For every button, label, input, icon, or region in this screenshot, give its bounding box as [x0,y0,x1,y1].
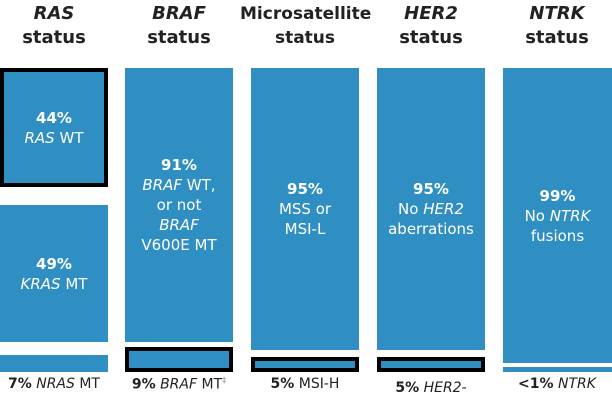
label-pct: <1% [518,376,554,392]
segment-pct: 99% [539,186,576,205]
segment-pct: 95% [413,180,449,198]
header-gene: Microsatellite [240,4,372,24]
segment-text: MSS or [278,200,332,218]
label-gene: NTRK [558,376,596,392]
label-braf-mt: 9% BRAF MT‡ [114,376,244,393]
segment-pct: 44% [36,108,72,127]
segment-braf-wt: 91% BRAF WT, or not BRAF V600E MT [125,68,233,342]
segment-text: or not [156,196,202,214]
label-msi-h: 5% MSI-H [240,376,370,392]
segment-ntrk-fusion [503,367,612,372]
segment-text: No [524,206,550,225]
segment-gene: BRAF [142,176,183,194]
segment-text: No [398,200,424,218]
segment-msi-h [251,357,359,372]
label-text: MT [197,376,223,393]
label-text: MSI-H [294,376,340,392]
header-braf: BRAF status [114,2,244,50]
header-gene: NTRK [529,3,585,24]
footnote-mark: ‡ [222,376,227,385]
label-pct: 5% [270,376,295,392]
header-suffix: status [274,28,336,48]
segment-her2-pos [377,357,485,372]
segment-braf-mt [125,347,233,372]
header-suffix: status [399,27,463,48]
segment-her2-none: 95% No HER2 aberrations [377,68,485,350]
label-pct: 7% [8,376,32,392]
header-msi: Microsatellite status [240,2,372,50]
segment-pct: 91% [161,156,197,174]
segment-text: V600E MT [141,236,217,254]
segment-gene: RAS [24,128,55,147]
label-pct: 5% [395,380,420,396]
segment-gene: KRAS [20,274,61,293]
segment-text: fusions [530,226,585,245]
header-her2: HER2 status [366,2,496,50]
segment-text: WT, [182,176,216,194]
segment-text: MSI-L [284,220,326,238]
segment-text: aberrations [388,220,474,238]
segment-pct: 95% [287,180,323,198]
header-suffix: status [525,27,589,48]
segment-pct: 49% [36,254,72,273]
label-ntrk-fusion: <1% NTRK [492,376,612,392]
label-gene: NRAS [36,376,75,392]
label-her2-pos: 5% HER2- [366,380,496,396]
label-text: MT [74,376,100,392]
label-pct: 9% [131,376,156,393]
segment-ntrk-none: 99% No NTRK fusions [503,68,612,363]
header-suffix: status [22,27,86,48]
header-gene: HER2 [404,3,458,24]
segment-gene: NTRK [549,206,591,225]
label-nras: 7% NRAS MT [0,376,119,392]
segment-gene: BRAF [159,216,199,234]
segment-gene: HER2 [423,200,464,218]
header-gene: BRAF [152,3,206,24]
segment-mss: 95% MSS or MSI-L [251,68,359,350]
segment-text: WT [54,128,84,147]
header-suffix: status [147,27,211,48]
label-gene: HER2- [423,380,467,396]
segment-ras-wt: 44% RAS WT [0,68,108,187]
header-ntrk: NTRK status [492,2,612,50]
header-ras: RAS status [0,2,119,50]
segment-nras-mt [0,355,108,372]
header-gene: RAS [33,3,75,24]
segment-kras-mt: 49% KRAS MT [0,205,108,342]
segment-text: MT [60,274,88,293]
label-gene: BRAF [160,376,198,393]
